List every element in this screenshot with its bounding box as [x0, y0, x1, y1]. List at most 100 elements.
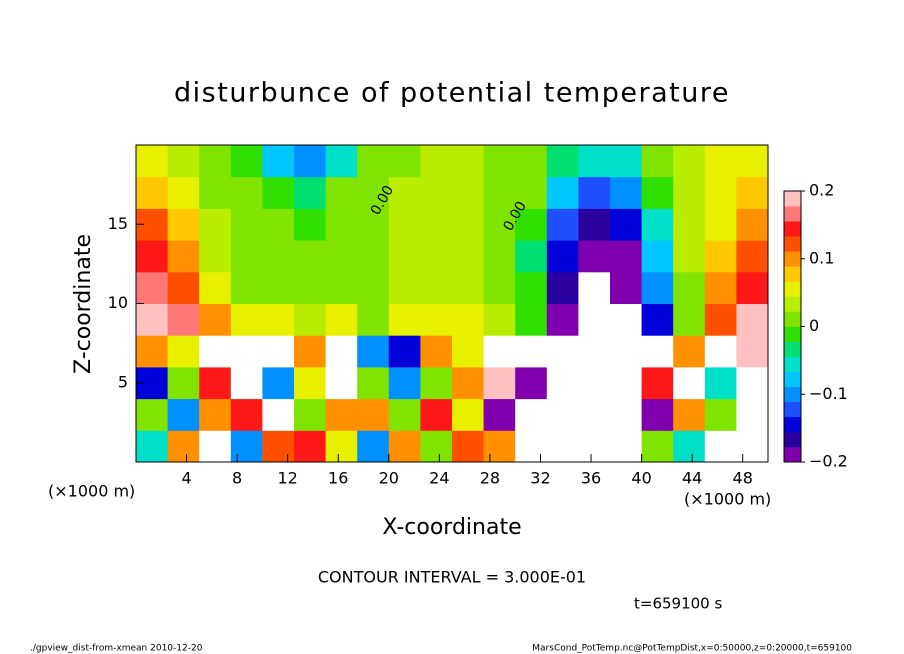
colorbar-swatch: [784, 401, 801, 418]
x-tick-label: 44: [682, 469, 702, 488]
heat-cell: [230, 303, 263, 336]
heat-cell: [262, 271, 295, 304]
heat-cell: [673, 430, 706, 463]
heat-cell: [641, 430, 674, 463]
x-unit-label: (×1000 m): [684, 490, 771, 509]
heat-cell: [388, 208, 421, 241]
heat-cell: [704, 271, 737, 304]
heat-cell: [673, 303, 706, 336]
heat-cell: [167, 176, 200, 209]
heat-cell: [641, 271, 674, 304]
heat-cell: [736, 271, 769, 304]
heat-cell: [515, 398, 548, 431]
heat-cell: [167, 271, 200, 304]
heat-cell: [578, 366, 611, 400]
heat-cell: [483, 430, 516, 463]
colorbar-tick-label: −0.2: [809, 452, 848, 471]
heat-cell: [262, 398, 295, 431]
heat-cell: [357, 176, 390, 209]
colorbar-swatch: [784, 311, 801, 327]
heat-cell: [420, 335, 453, 368]
heat-cell: [452, 208, 485, 241]
heat-cell: [262, 366, 295, 400]
heat-cell: [388, 430, 421, 463]
heat-cell: [294, 366, 327, 400]
heat-cell: [167, 430, 200, 463]
colorbar-swatch: [784, 431, 801, 448]
heat-cell: [294, 240, 327, 273]
heat-cell: [546, 145, 579, 178]
heat-cell: [262, 145, 295, 178]
heat-cell: [325, 303, 358, 336]
heat-cell: [483, 240, 516, 273]
heat-cell: [578, 176, 611, 209]
heat-cell: [294, 430, 327, 463]
heat-cell: [704, 430, 737, 463]
heat-cell: [610, 303, 643, 336]
colorbar-tick-label: 0: [809, 316, 819, 335]
colorbar-tick-label: −0.1: [809, 384, 848, 403]
heat-cell: [357, 240, 390, 273]
heat-cell: [452, 271, 485, 304]
colorbar-tick-label: 0.1: [809, 248, 834, 267]
heat-cell: [452, 176, 485, 209]
heat-cell: [420, 398, 453, 431]
footer-right: MarsCond_PotTemp.nc@PotTempDist,x=0:5000…: [532, 644, 852, 654]
heat-cell: [420, 208, 453, 241]
heat-cell: [388, 303, 421, 336]
heat-cell: [483, 303, 516, 336]
footer-left: ./gpview_dist-from-xmean 2010-12-20: [30, 644, 203, 654]
heat-cell: [325, 271, 358, 304]
heat-cell: [736, 366, 769, 400]
colorbar-swatch: [784, 266, 801, 282]
heat-cell: [420, 430, 453, 463]
colorbar-swatch: [784, 356, 801, 372]
colorbar-swatch: [784, 416, 801, 433]
heat-cell: [704, 398, 737, 431]
heat-cell: [673, 366, 706, 400]
heat-cell: [515, 208, 548, 241]
x-unit-label: (×1000 m): [48, 482, 135, 501]
heat-cell: [357, 335, 390, 368]
heat-cell: [610, 335, 643, 368]
heat-cell: [388, 240, 421, 273]
heat-cell: [641, 303, 674, 336]
colorbar-swatch: [784, 326, 801, 342]
heat-cell: [230, 366, 263, 400]
heat-cell: [546, 176, 579, 209]
y-axis-label: Z-coordinate: [71, 234, 96, 374]
heat-cell: [578, 335, 611, 368]
heat-cell: [578, 303, 611, 336]
heat-cell: [641, 335, 674, 368]
heat-cell: [546, 366, 579, 400]
heat-cell: [199, 398, 232, 431]
heat-cell: [515, 145, 548, 178]
heat-cell: [641, 366, 674, 400]
heat-cell: [136, 176, 169, 209]
colorbar-swatch: [784, 296, 801, 312]
y-tick-label: 15: [108, 214, 128, 233]
heat-cell: [357, 366, 390, 400]
heat-cell: [736, 303, 769, 336]
heat-cell: [452, 145, 485, 178]
heat-cell: [136, 335, 169, 368]
heat-cell: [452, 240, 485, 273]
heat-cell: [546, 271, 579, 304]
heat-cell: [420, 303, 453, 336]
heat-cell: [167, 208, 200, 241]
heat-cell: [357, 430, 390, 463]
y-tick-label: 10: [108, 293, 128, 312]
heat-cell: [136, 430, 169, 463]
heat-cell: [199, 430, 232, 463]
heat-cell: [357, 271, 390, 304]
heat-cell: [420, 271, 453, 304]
heat-cell: [736, 430, 769, 463]
y-tick-label: 5: [118, 372, 128, 391]
heat-cell: [736, 398, 769, 431]
heat-cell: [515, 271, 548, 304]
heat-cell: [641, 145, 674, 178]
heat-cell: [294, 208, 327, 241]
colorbar-swatch: [784, 236, 801, 252]
heat-cell: [736, 145, 769, 178]
x-tick-label: 36: [581, 469, 601, 488]
